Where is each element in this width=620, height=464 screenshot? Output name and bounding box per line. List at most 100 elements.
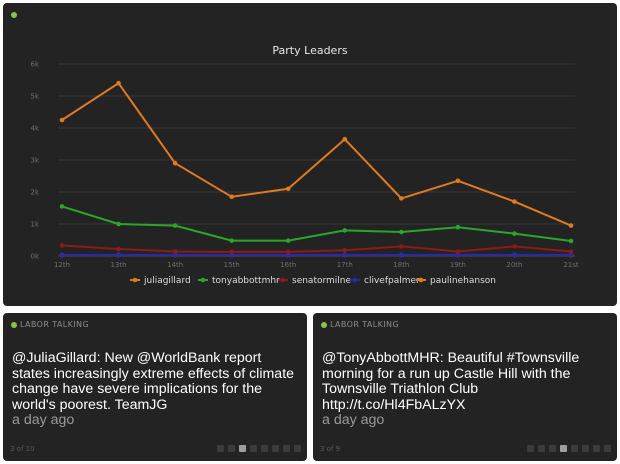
pager-dot[interactable] (604, 445, 611, 452)
data-point (568, 249, 574, 254)
tweet-counter: 3 of 9 (320, 445, 341, 453)
x-tick-label: 17th (337, 261, 353, 269)
data-point (512, 199, 517, 204)
status-dot-icon (321, 322, 327, 328)
pager-dot[interactable] (294, 445, 301, 452)
chart-panel: Party Leaders 0k 1k 2k 3k 4k 5k 6k 12th 13th 14th 1… (3, 3, 617, 306)
data-point (229, 249, 234, 255)
data-point (455, 178, 461, 184)
data-point (512, 252, 517, 258)
data-point (455, 252, 461, 258)
y-tick-label: 2k (30, 189, 39, 197)
x-tick-label: 18th (393, 261, 409, 269)
y-tick-label: 6k (30, 61, 39, 69)
data-point (116, 246, 121, 252)
data-point (399, 252, 404, 258)
tweet-counter: 3 of 10 (10, 445, 35, 453)
data-point (229, 238, 234, 243)
x-tick-label: 13th (111, 261, 127, 269)
y-tick-label: 0k (30, 253, 39, 261)
series-line (61, 244, 572, 253)
pager (217, 445, 301, 452)
panel-header: LABOR TALKING (20, 320, 90, 329)
legend-marker (280, 277, 286, 283)
tweet-handle[interactable]: @JuliaGillard (12, 350, 97, 366)
data-point (285, 249, 291, 255)
data-point (229, 194, 234, 200)
legend-marker (132, 277, 138, 283)
tweet-handle[interactable]: @TonyAbbottMHR (322, 350, 440, 366)
data-point (512, 231, 517, 236)
tweet-time: a day ago (12, 412, 75, 428)
data-point (172, 252, 178, 258)
pager-dot[interactable] (571, 445, 578, 452)
pager-dot[interactable] (261, 445, 268, 452)
pager-dot[interactable] (228, 445, 235, 452)
legend-marker (200, 277, 206, 283)
legend-label: senatormilne (292, 276, 351, 286)
legend-label: paulinehanson (430, 276, 496, 286)
data-point (342, 228, 348, 233)
data-point (59, 117, 65, 123)
data-point (342, 247, 348, 253)
legend-label: juliagillard (143, 276, 191, 286)
tweet-body: : Beautiful #Townsville morning for a ru… (322, 350, 580, 413)
legend-label: clivefpalmer (364, 276, 420, 286)
pager-dot[interactable] (217, 445, 224, 452)
pager-dot[interactable] (593, 445, 600, 452)
data-point (512, 244, 517, 249)
legend-marker (352, 277, 358, 283)
data-point (229, 252, 234, 258)
data-point (455, 249, 461, 254)
pager-dot[interactable] (582, 445, 589, 452)
data-point (285, 238, 291, 243)
tweet-panel-right: LABOR TALKING @TonyAbbottMHR: Beautiful … (313, 313, 617, 461)
party-leaders-chart: Party Leaders 0k 1k 2k 3k 4k 5k 6k 12th 13th 14th 1… (30, 44, 579, 286)
data-point (172, 249, 178, 254)
data-point (568, 252, 574, 258)
data-point (172, 223, 178, 228)
legend-marker (418, 277, 424, 283)
pager-dot[interactable] (538, 445, 545, 452)
x-tick-label: 12th (54, 261, 70, 269)
data-point (59, 243, 65, 248)
pager-dot[interactable] (549, 445, 556, 452)
pager (527, 445, 611, 452)
data-point (59, 204, 65, 209)
status-dot-icon (11, 322, 17, 328)
pager-dot[interactable] (560, 445, 567, 452)
data-point (342, 252, 348, 258)
pager-dot[interactable] (272, 445, 279, 452)
pager-dot[interactable] (283, 445, 290, 452)
data-point (285, 186, 291, 192)
chart-title: Party Leaders (272, 44, 347, 57)
data-point (342, 136, 348, 142)
panel-header: LABOR TALKING (330, 320, 400, 329)
data-point (568, 223, 574, 228)
x-tick-label: 14th (167, 261, 183, 269)
x-tick-label: 20th (506, 261, 522, 269)
data-point (116, 221, 121, 227)
status-dot-icon (11, 12, 17, 18)
pager-dot[interactable] (250, 445, 257, 452)
tweet-text: @JuliaGillard: New @WorldBank report sta… (12, 350, 302, 429)
legend-label: tonyabbottmhr (212, 276, 280, 286)
tweet-panel-left: LABOR TALKING @JuliaGillard: New @WorldB… (3, 313, 307, 461)
series-line (61, 82, 572, 227)
data-point (399, 244, 404, 249)
data-point (399, 196, 404, 201)
data-point (59, 252, 65, 258)
tweet-time: a day ago (322, 412, 385, 428)
x-tick-label: 16th (280, 261, 296, 269)
pager-dot[interactable] (239, 445, 246, 452)
data-point (172, 160, 178, 166)
y-tick-label: 3k (30, 157, 39, 165)
data-point (116, 80, 121, 86)
data-point (116, 252, 121, 258)
pager-dot[interactable] (527, 445, 534, 452)
data-point (568, 238, 574, 244)
y-tick-label: 4k (30, 125, 39, 133)
tweet-text: @TonyAbbottMHR: Beautiful #Townsville mo… (322, 350, 612, 429)
x-tick-label: 21st (563, 261, 579, 269)
y-tick-label: 1k (30, 221, 39, 229)
